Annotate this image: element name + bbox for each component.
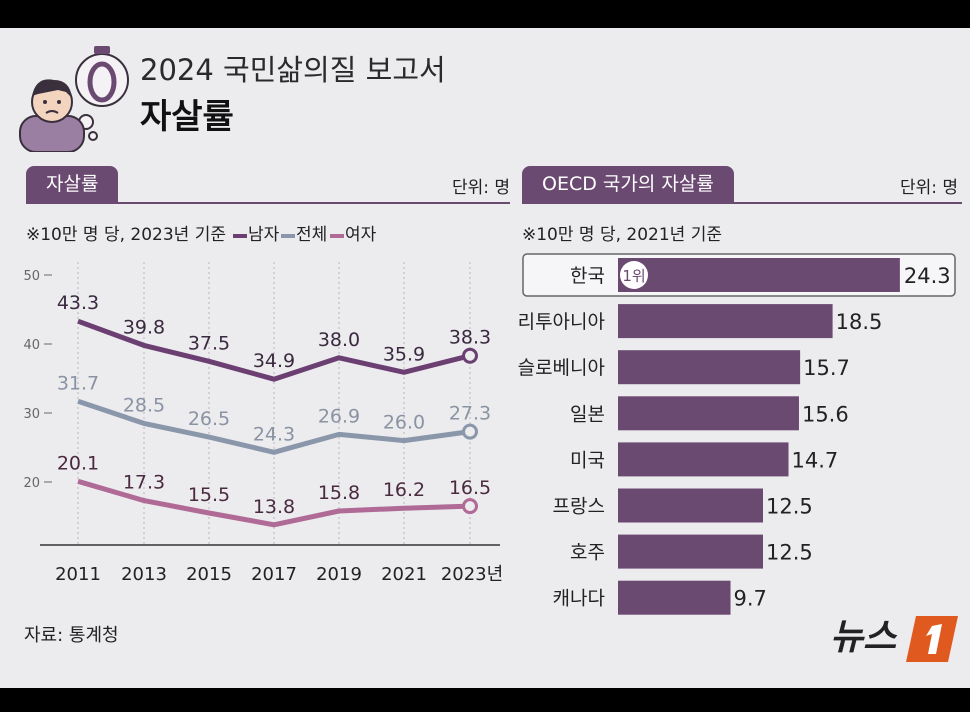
rank-badge [620, 261, 648, 289]
data-label-female: 16.5 [449, 477, 491, 499]
x-tick-label: 2013 [121, 564, 167, 585]
legend-label-total: 전체 [296, 225, 328, 245]
end-point-female [462, 498, 478, 515]
x-tick-label: 2011 [55, 564, 101, 585]
right-header-rule [522, 202, 962, 204]
data-label-total: 24.3 [253, 423, 295, 445]
bar-value-label: 15.6 [802, 402, 849, 426]
bar [618, 304, 833, 339]
top-black-bar [0, 0, 970, 28]
bar-category-label: 일본 [570, 403, 605, 425]
bar [618, 442, 789, 477]
tab-oecd-suicide-rate: OECD 국가의 자살률 [522, 166, 734, 202]
bottom-black-bar [0, 688, 970, 712]
x-tick-label: 2023년 [441, 564, 503, 585]
data-label-male: 35.9 [383, 343, 425, 365]
page-subtitle: 자살률 [140, 97, 234, 137]
bar-value-label: 9.7 [734, 587, 767, 611]
data-label-total: 28.5 [123, 394, 165, 416]
data-label-male: 37.5 [188, 332, 230, 354]
y-tick-label: 30 [23, 407, 40, 422]
data-label-total: 26.0 [383, 412, 425, 434]
data-label-male: 34.9 [253, 350, 295, 372]
data-label-female: 16.2 [383, 479, 425, 501]
bar-category-label: 슬로베니아 [518, 357, 605, 379]
bar-category-label: 한국 [570, 265, 605, 287]
bar [618, 396, 799, 431]
data-label-total: 31.7 [57, 372, 99, 394]
x-tick-label: 2019 [316, 564, 362, 585]
page-title: 2024 국민삶의질 보고서 [140, 53, 446, 87]
y-tick-label: 20 [23, 476, 40, 491]
legend-label-male: 남자 [248, 225, 280, 245]
data-label-female: 17.3 [123, 472, 165, 494]
legend-swatch-total [281, 234, 295, 238]
left-basis-note: ※10만 명 당, 2023년 기준 [26, 225, 226, 245]
data-label-male: 39.8 [123, 316, 165, 338]
series-line-total [77, 398, 471, 455]
news1-logo-mark [906, 616, 958, 662]
infographic-panel [0, 28, 970, 688]
bar-value-label: 12.5 [766, 495, 813, 519]
bar-value-label: 15.7 [803, 356, 850, 380]
right-unit-label: 단위: 명 [900, 178, 959, 198]
end-point-male [462, 347, 478, 364]
rank-badge-label: 1위 [622, 267, 645, 285]
legend-label-female: 여자 [345, 225, 377, 245]
bar-category-label: 호주 [570, 542, 605, 564]
left-header-rule [26, 202, 510, 204]
bar-value-label: 12.5 [766, 541, 813, 565]
series-line-female [77, 478, 471, 528]
bar-value-label: 14.7 [792, 448, 839, 472]
bar [618, 534, 763, 569]
data-label-female: 15.5 [188, 484, 230, 506]
bar-category-label: 리투아니아 [518, 311, 605, 333]
data-label-female: 20.1 [57, 452, 99, 474]
person-with-noose-illustration [19, 46, 129, 152]
series-line-male [77, 318, 471, 382]
bar [618, 258, 900, 292]
data-label-total: 26.5 [188, 408, 230, 430]
bar-category-label: 캐나다 [553, 588, 605, 610]
bar-value-label: 24.3 [904, 264, 951, 288]
bar [618, 350, 801, 385]
line-chart: 20 30 40 50 2011 2013 2015 2017 2019 2021 2023년 43.… [23, 262, 503, 585]
bar [618, 488, 763, 523]
bar [618, 580, 731, 615]
bar-category-label: 미국 [570, 449, 605, 471]
data-label-total: 26.9 [318, 405, 360, 427]
data-label-total: 27.3 [449, 403, 491, 425]
data-label-female: 15.8 [318, 482, 360, 504]
legend-swatch-female [330, 234, 344, 238]
x-tick-label: 2017 [251, 564, 297, 585]
data-label-male: 43.3 [57, 292, 99, 314]
legend-swatch-male [233, 234, 247, 238]
bar-category-label: 프랑스 [553, 496, 605, 518]
x-tick-label: 2015 [186, 564, 232, 585]
data-label-female: 13.8 [253, 496, 295, 518]
y-tick-label: 50 [23, 269, 40, 284]
source-note: 자료: 통계청 [24, 625, 119, 646]
end-point-total [462, 423, 478, 440]
data-label-male: 38.0 [318, 329, 360, 351]
bar-value-label: 18.5 [836, 310, 883, 334]
y-tick-label: 40 [23, 338, 40, 353]
data-label-male: 38.3 [449, 327, 491, 349]
right-basis-note: ※10만 명 당, 2021년 기준 [522, 225, 722, 245]
left-unit-label: 단위: 명 [452, 178, 511, 198]
tab-suicide-rate: 자살률 [26, 166, 119, 202]
news1-logo-text: 뉴스 [830, 617, 897, 658]
x-tick-label: 2021 [381, 564, 427, 585]
